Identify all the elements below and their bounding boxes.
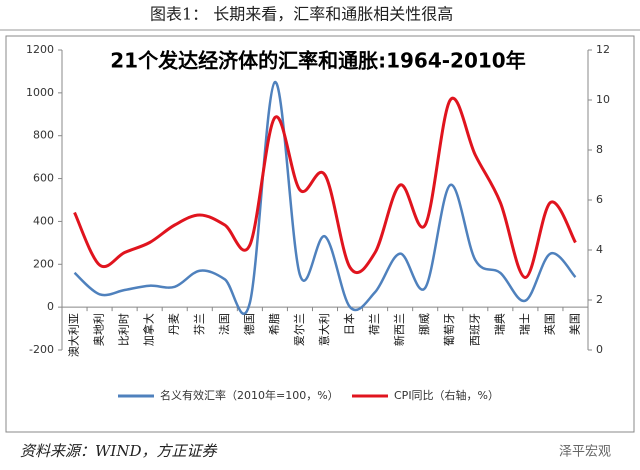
y2-tick-label: 10 [596,93,610,106]
header-title: 图表1： 长期来看，汇率和通胀相关性很高 [150,5,453,24]
x-tick-label: 丹麦 [168,313,181,335]
series-line [73,80,577,315]
x-tick-label: 爱尔兰 [293,313,306,346]
chart-title: 21个发达经济体的汇率和通胀:1964-2010年 [110,49,525,73]
y-tick-label: 200 [33,257,54,270]
x-tick-label: 日本 [342,313,356,335]
x-tick-label: 意大利 [317,313,331,346]
header-band [0,0,640,30]
x-tick-label: 希腊 [267,313,281,335]
y2-tick-label: 0 [596,343,603,356]
watermark: 泽平宏观 [559,445,611,460]
y2-tick-label: 12 [596,43,610,56]
x-tick-label: 奥地利 [92,313,106,346]
y2-tick-label: 8 [596,143,603,156]
y-tick-label: 1000 [26,86,54,99]
x-tick-label: 葡萄牙 [443,313,456,346]
y-tick-label: 800 [33,129,54,142]
chart-frame [5,35,635,433]
x-tick-label: 比利时 [118,313,131,346]
y-tick-label: 400 [33,214,54,227]
x-tick-label: 挪威 [417,313,431,335]
y2-tick-label: 2 [596,293,603,306]
y2-tick-label: 4 [596,243,603,256]
y-tick-label: 0 [47,300,54,313]
y-tick-label: -200 [29,343,54,356]
x-tick-label: 荷兰 [368,313,381,335]
legend-label: 名义有效汇率（2010年=100，%） [160,388,339,402]
x-tick-label: 加拿大 [142,313,156,346]
x-tick-label: 英国 [542,313,556,335]
source: 资料来源：WIND，方正证券 [20,442,217,460]
x-tick-label: 西班牙 [468,313,481,346]
x-tick-label: 芬兰 [193,313,206,335]
x-tick-label: 德国 [242,313,256,335]
x-tick-label: 瑞士 [517,313,531,335]
y2-tick-label: 6 [596,193,603,206]
x-tick-label: 美国 [568,313,581,335]
y-tick-label: 600 [33,172,54,185]
x-tick-label: 新西兰 [392,313,406,346]
x-tick-label: 澳大利亚 [67,313,81,357]
y-tick-label: 1200 [26,43,54,56]
series-line [73,96,577,280]
x-tick-label: 瑞典 [492,313,506,335]
x-tick-label: 法国 [217,313,231,335]
legend-label: CPI同比（右轴，%） [394,388,499,402]
